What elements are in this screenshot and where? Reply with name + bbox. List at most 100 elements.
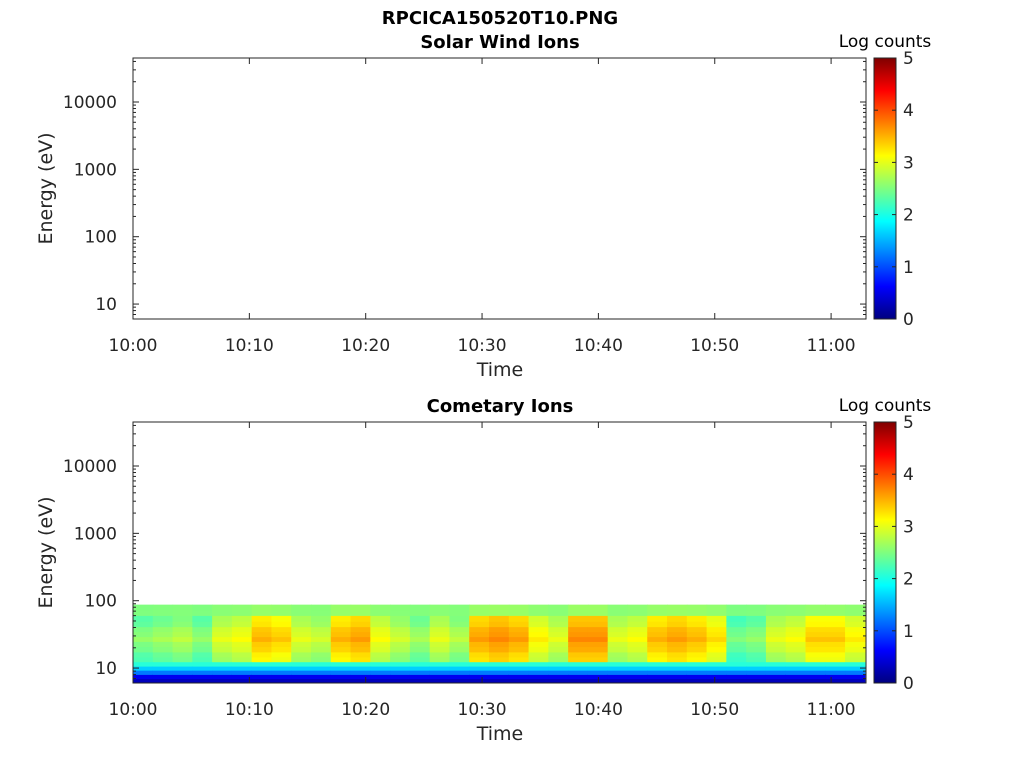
heatmap-cell [587, 636, 609, 642]
x-tick-label: 10:20 [341, 700, 390, 720]
heatmap-cell [469, 670, 490, 675]
heatmap-cell [508, 651, 530, 658]
heatmap-cell [528, 641, 549, 648]
heatmap-cell [231, 621, 253, 628]
heatmap-cell [785, 626, 807, 633]
heatmap-cell [627, 666, 648, 671]
heatmap-cell [152, 609, 174, 616]
heatmap-cell [568, 646, 589, 653]
x-tick-label: 10:10 [225, 700, 274, 720]
heatmap-cell [449, 646, 470, 653]
heatmap-cell [311, 631, 332, 638]
heatmap-cell [251, 656, 273, 663]
heatmap-cell [271, 615, 292, 622]
heatmap-cell [785, 604, 807, 611]
heatmap-cell [172, 641, 193, 648]
heatmap-cell [212, 678, 233, 684]
heatmap-cell [152, 661, 174, 667]
heatmap-cell [311, 666, 332, 671]
heatmap-cell [845, 670, 866, 675]
heatmap-cell [647, 631, 668, 638]
heatmap-cell [508, 674, 530, 680]
heatmap-cell [330, 674, 352, 680]
heatmap-cell [271, 604, 292, 611]
heatmap-cell [133, 636, 154, 642]
heatmap-cell [409, 621, 431, 628]
heatmap-cell [133, 666, 154, 671]
heatmap-cell [231, 626, 253, 633]
heatmap-cell [508, 609, 530, 616]
heatmap-cell [686, 615, 708, 622]
heatmap-cell [350, 626, 371, 633]
heatmap-cell [726, 666, 747, 671]
heatmap-cell [429, 678, 451, 684]
heatmap-cell [409, 604, 431, 611]
heatmap-cell [133, 646, 154, 653]
heatmap-cell [409, 661, 431, 667]
heatmap-cell [706, 604, 727, 611]
heatmap-cell [469, 604, 490, 611]
heatmap-cell [528, 626, 549, 633]
heatmap-cell [746, 609, 767, 616]
heatmap-cell [429, 626, 451, 633]
colorbar-tick-label: 0 [903, 674, 914, 694]
colorbar-tick-label: 2 [903, 570, 914, 590]
heatmap-cell [390, 646, 411, 653]
heatmap-cell [765, 674, 787, 680]
heatmap-cell [845, 674, 866, 680]
heatmap-cell [686, 678, 708, 684]
heatmap-cell [231, 651, 253, 658]
heatmap-cell [152, 670, 174, 675]
heatmap-cell [330, 678, 352, 684]
heatmap-cell [251, 661, 273, 667]
heatmap-cell [133, 631, 154, 638]
heatmap-cell [390, 609, 411, 616]
heatmap-cell [568, 636, 589, 642]
heatmap-cell [647, 636, 668, 642]
heatmap-cell [133, 661, 154, 667]
heatmap-cell [508, 666, 530, 671]
heatmap-cell [528, 661, 549, 667]
heatmap-cell [706, 666, 727, 671]
heatmap-cell [528, 651, 549, 658]
heatmap-cell [152, 636, 174, 642]
heatmap-cell [508, 626, 530, 633]
heatmap-cell [746, 604, 767, 611]
heatmap-cell [311, 670, 332, 675]
heatmap-cell [726, 674, 747, 680]
heatmap-cell [231, 656, 253, 663]
heatmap-cell [231, 666, 253, 671]
heatmap-cell [726, 651, 747, 658]
heatmap-cell [528, 609, 549, 616]
heatmap-cell [686, 646, 708, 653]
heatmap-cell [370, 661, 391, 667]
heatmap-cell [152, 626, 174, 633]
heatmap-cell [429, 604, 451, 611]
y-tick-label: 1000 [74, 160, 117, 180]
figure-title: RPCICA150520T10.PNG [382, 8, 618, 29]
heatmap-cell [152, 651, 174, 658]
heatmap-cell [212, 641, 233, 648]
colorbar-scale [873, 57, 897, 320]
heatmap-cell [785, 670, 807, 675]
heatmap-cell [449, 666, 470, 671]
panel-title: Solar Wind Ions [420, 32, 579, 53]
heatmap-cell [469, 631, 490, 638]
heatmap-cell [845, 651, 866, 658]
heatmap-cell [469, 674, 490, 680]
heatmap-cell [805, 626, 826, 633]
heatmap-cell [429, 666, 451, 671]
heatmap-cell [746, 651, 767, 658]
heatmap-cell [587, 626, 609, 633]
heatmap-cell [291, 656, 312, 663]
heatmap-cell [845, 604, 866, 611]
heatmap-cell [785, 661, 807, 667]
colorbar-tick-label: 1 [903, 258, 914, 278]
heatmap-cell [587, 670, 609, 675]
heatmap-cell [508, 646, 530, 653]
colorbar-tick-label: 5 [903, 413, 914, 433]
heatmap-cell [587, 666, 609, 671]
heatmap-cell [370, 641, 391, 648]
heatmap-cell [489, 661, 510, 667]
heatmap-cell [409, 651, 431, 658]
